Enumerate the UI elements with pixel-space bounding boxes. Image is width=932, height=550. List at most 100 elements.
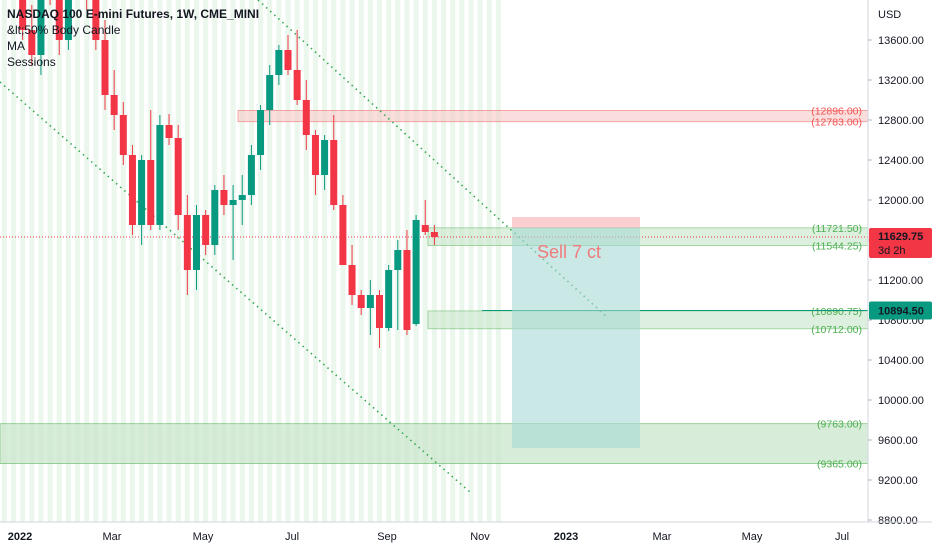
secondary-price-value: 10894.50 xyxy=(878,306,924,318)
candle xyxy=(412,215,420,326)
short-position-tool[interactable] xyxy=(512,217,640,448)
session-stripe xyxy=(139,0,145,522)
zone-rectangles: (12896.00)(12783.00) (11721.50) (11544.25)… xyxy=(0,105,869,471)
candle xyxy=(28,5,36,65)
session-stripe xyxy=(120,0,126,522)
candle xyxy=(138,155,146,245)
candle-body xyxy=(64,0,72,40)
zone-label: (9763.00) xyxy=(817,419,862,431)
candle xyxy=(156,115,164,230)
candle xyxy=(357,290,365,315)
session-stripe xyxy=(258,0,264,522)
candle-body xyxy=(55,0,63,40)
candle-body xyxy=(147,160,155,225)
chart-legend: NASDAQ 100 E-mini Futures, 1W, CME_MINI … xyxy=(7,6,259,70)
candle xyxy=(394,240,402,330)
sell-annotation[interactable]: Sell 7 ct xyxy=(537,242,601,262)
candle xyxy=(385,265,393,331)
candle-body xyxy=(101,40,109,95)
y-tick-label: 9600.00 xyxy=(878,435,918,447)
currency-label: USD xyxy=(878,9,901,21)
candle-body xyxy=(412,220,420,324)
candle-body xyxy=(284,50,292,70)
candle-body xyxy=(366,295,374,308)
x-tick-label: Mar xyxy=(653,531,672,543)
candle-body xyxy=(220,190,228,205)
candle-body xyxy=(357,295,365,308)
candle xyxy=(165,114,173,145)
candle xyxy=(86,0,88,10)
price-axis: USD 8800.00 9200.00 9600.00 10000.00 10400.00… xyxy=(867,0,932,527)
candle xyxy=(147,110,155,230)
session-stripe xyxy=(221,0,227,522)
session-stripe xyxy=(29,0,35,522)
candle xyxy=(183,195,191,295)
candle xyxy=(119,102,127,165)
y-tick-label: 8800.00 xyxy=(878,515,918,527)
candle-body xyxy=(28,30,36,55)
session-stripe xyxy=(312,0,318,522)
last-price-value: 11629.75 xyxy=(878,231,923,243)
symbol-title[interactable]: NASDAQ 100 E-mini Futures, 1W, CME_MINI xyxy=(7,7,260,21)
y-tick-label: 10400.00 xyxy=(878,355,924,367)
candle-body xyxy=(376,295,383,328)
session-stripe xyxy=(102,0,108,522)
session-stripe xyxy=(495,0,501,522)
candle-body xyxy=(247,155,255,195)
candle-body xyxy=(339,205,347,265)
last-price-badge xyxy=(869,228,932,259)
zone-label: (9365.00) xyxy=(817,459,862,471)
session-stripe xyxy=(148,0,154,522)
session-stripe xyxy=(11,0,16,522)
indicator-sessions[interactable]: Sessions xyxy=(7,55,56,69)
candle-body xyxy=(330,140,338,205)
candle-body xyxy=(421,225,429,232)
session-stripe xyxy=(422,0,428,522)
session-stripe xyxy=(450,0,456,522)
candle-body xyxy=(275,50,283,75)
candle xyxy=(193,205,200,290)
session-stripe xyxy=(358,0,364,522)
session-stripe xyxy=(468,0,474,522)
candle-body xyxy=(311,135,319,175)
candle xyxy=(348,245,356,305)
candle-body xyxy=(202,215,210,245)
session-stripe xyxy=(175,0,181,522)
indicator-ma[interactable]: MA xyxy=(7,39,25,53)
candle-body xyxy=(19,0,27,30)
session-stripe xyxy=(367,0,373,522)
session-stripe xyxy=(111,0,117,522)
session-stripe xyxy=(248,0,254,522)
demand-zone-green xyxy=(427,310,869,330)
candle xyxy=(247,145,255,205)
x-tick-label: May xyxy=(742,531,763,543)
candle xyxy=(339,195,347,265)
x-tick-label: May xyxy=(193,531,214,543)
candle xyxy=(266,65,274,125)
session-stripe xyxy=(129,0,135,522)
session-stripe xyxy=(84,0,90,522)
candle-body xyxy=(293,70,301,100)
candle-body xyxy=(257,110,265,155)
session-stripe xyxy=(212,0,218,522)
candle-body xyxy=(128,155,136,225)
indicator-body-candle[interactable]: &lt;50% Body Candle xyxy=(7,23,121,37)
candle-body xyxy=(165,125,173,138)
session-stripe xyxy=(276,0,282,522)
lower-demand-zone xyxy=(0,423,869,464)
candle-body xyxy=(119,115,127,155)
y-tick-label: 13200.00 xyxy=(878,75,924,87)
y-tick-label: 9200.00 xyxy=(878,475,918,487)
session-stripe xyxy=(331,0,337,522)
candle xyxy=(92,0,100,50)
session-stripe xyxy=(157,0,163,522)
candle-body xyxy=(92,0,100,40)
candle xyxy=(220,175,228,215)
candle-body xyxy=(348,265,356,295)
session-stripe xyxy=(230,0,236,522)
x-tick-label: 2022 xyxy=(8,531,32,543)
time-axis: 2022 Mar May Jul Sep Nov 2023 Mar May Jul xyxy=(0,521,932,543)
candle xyxy=(110,70,118,130)
profit-target-area xyxy=(512,227,640,448)
